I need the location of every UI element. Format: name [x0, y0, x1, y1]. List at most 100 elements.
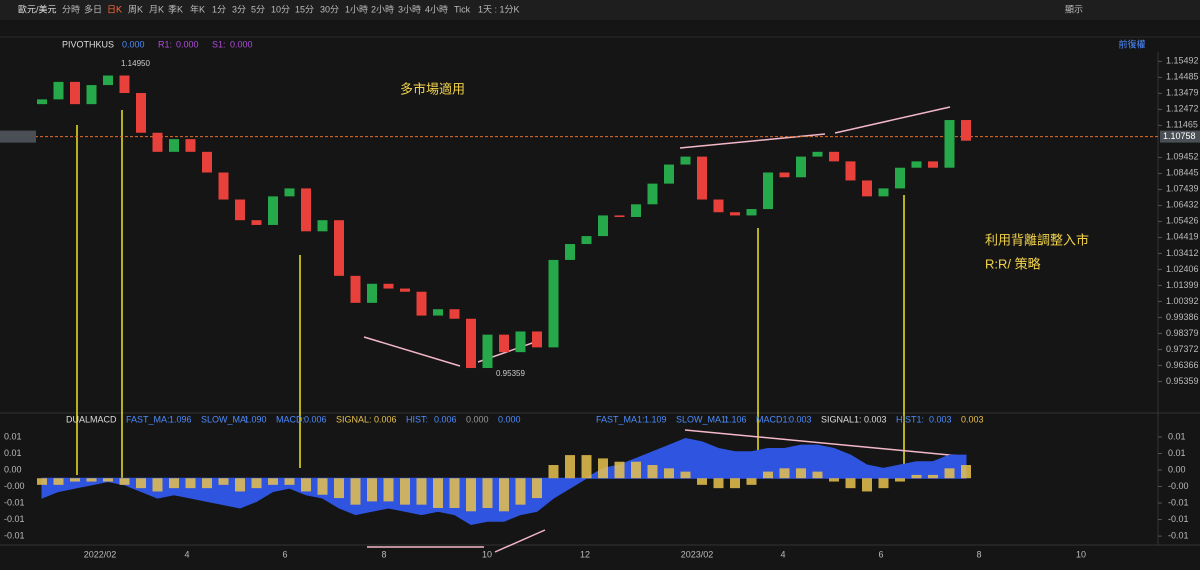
indicator-value: 0.000 [176, 39, 199, 49]
y-tick-label-left: -0.00 [4, 481, 25, 491]
hist-bar [317, 478, 328, 495]
candle [895, 167, 905, 189]
candle [202, 151, 212, 173]
candle [86, 85, 97, 105]
trendline [684, 429, 961, 457]
hist-bar [746, 478, 757, 485]
candle [136, 93, 146, 133]
candle [598, 215, 608, 237]
timeframe-tab[interactable]: 15分 [295, 4, 314, 14]
timeframe-tab[interactable]: Tick [454, 4, 471, 14]
candle [185, 139, 196, 152]
indicator-value: 0.000 [230, 39, 253, 49]
timeframe-tab[interactable]: 1分 [212, 4, 226, 14]
candle [862, 180, 872, 197]
timeframe-tab[interactable]: 5分 [251, 4, 265, 14]
hist-bar [400, 478, 410, 505]
hist-bar [499, 478, 509, 512]
trendline [363, 336, 461, 367]
y-tick-label-left: -0.01 [4, 514, 25, 524]
timeframe-tab[interactable]: 3分 [232, 4, 246, 14]
candle [680, 156, 691, 165]
y-tick-label: 0.97372 [1166, 344, 1199, 354]
display-button[interactable]: 顯示 [1065, 4, 1083, 14]
hist-bar [944, 468, 955, 479]
hist-bar [647, 465, 658, 479]
symbol[interactable]: 歐元/美元 [18, 3, 57, 14]
candle [548, 259, 559, 348]
candle [779, 172, 790, 178]
y-tick-label: 0.95359 [1166, 376, 1199, 386]
hist-bar [796, 468, 806, 479]
candle [928, 161, 938, 168]
y-tick-label-left: -0.01 [4, 530, 25, 540]
y-tick-label: -0.01 [1168, 497, 1189, 507]
timeframe-tab[interactable]: 周K [128, 4, 143, 14]
candle [944, 120, 955, 168]
hist-bar [70, 478, 80, 482]
adjust-button[interactable]: 前復權 [1118, 38, 1145, 49]
timeframe-tab[interactable]: 日K [107, 4, 122, 14]
legend-label: MACD1: [756, 414, 790, 424]
hist-bar [235, 478, 245, 492]
indicator-label: S1: [212, 39, 226, 49]
candle [581, 236, 592, 245]
timeframe-tab[interactable]: 10分 [271, 4, 290, 14]
timeframe-tab[interactable]: 分時 [62, 4, 80, 14]
timeframe-tab[interactable]: 季K [168, 3, 183, 14]
candle [845, 161, 856, 181]
y-tick-label-left: -0.01 [4, 497, 25, 507]
candle [499, 334, 509, 353]
timeframe-tab[interactable]: 年K [190, 3, 205, 14]
timeframe-tab[interactable]: 多日 [84, 3, 102, 14]
legend-label: SIGNAL: [336, 414, 372, 424]
hist-bar [350, 478, 361, 505]
hist-bar [515, 478, 526, 505]
y-tick-label: 1.06432 [1166, 200, 1199, 210]
y-tick-label: -0.00 [1168, 481, 1189, 491]
candle [961, 120, 971, 141]
hist-bar [730, 478, 740, 489]
candle [746, 209, 757, 216]
candle [383, 283, 394, 289]
x-tick-label: 10 [482, 549, 492, 559]
y-tick-label: 1.14485 [1166, 72, 1199, 82]
price-tag-left [0, 130, 36, 143]
hist-bar [878, 478, 889, 489]
timeframe-tab[interactable]: 30分 [320, 4, 339, 14]
candle [70, 81, 80, 105]
x-tick-label: 12 [580, 549, 590, 559]
candle [53, 81, 64, 100]
y-tick-label: 0.98379 [1166, 328, 1199, 338]
hist-bar [433, 478, 443, 508]
indicator-label: R1: [158, 39, 172, 49]
candle [482, 334, 493, 369]
candle [796, 156, 806, 178]
legend-label: FAST_MA1: [596, 414, 645, 424]
hist-bar [119, 478, 130, 485]
y-tick-label: 0.01 [1168, 431, 1186, 441]
timeframe-tab[interactable]: 月K [149, 4, 164, 14]
y-tick-label: 1.12472 [1166, 104, 1199, 114]
hist-bar [103, 478, 113, 482]
candle [37, 99, 47, 105]
y-tick-label-left: 0.01 [4, 431, 22, 441]
timeframe-tab[interactable]: 4小時 [425, 4, 448, 14]
timeframe-tab[interactable]: 1天 : 1分K [478, 4, 520, 14]
toolbar-bg [0, 0, 1200, 20]
hist-bar [548, 465, 559, 479]
candle [400, 288, 410, 292]
x-tick-label: 8 [381, 549, 386, 559]
y-tick-label-left: 0.01 [4, 448, 22, 458]
hist-bar [680, 471, 691, 479]
candle [631, 204, 641, 218]
timeframe-tab[interactable]: 1小時 [345, 4, 368, 14]
hist-bar [136, 478, 146, 489]
candle [565, 244, 575, 260]
legend-value: 0.000 [466, 414, 489, 424]
hist-bar [169, 478, 179, 489]
timeframe-tab[interactable]: 3小時 [398, 4, 421, 14]
timeframe-tab[interactable]: 2小時 [371, 4, 394, 14]
hist-bar [812, 471, 823, 479]
